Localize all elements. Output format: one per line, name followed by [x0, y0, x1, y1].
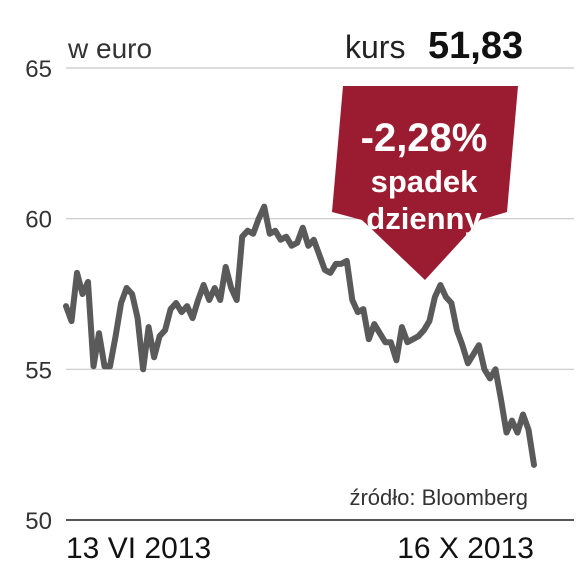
x-start-label: 13 VI 2013 — [66, 532, 211, 565]
grid-lines — [66, 67, 574, 521]
current-price-label: kurs — [345, 29, 405, 65]
y-tick-label-65: 65 — [25, 56, 52, 83]
badge-line-1: spadek — [371, 164, 479, 199]
y-tick-label-60: 60 — [25, 207, 52, 234]
down-arrow-badge-shape — [332, 86, 518, 280]
daily-drop-badge: -2,28% spadek dzienny — [332, 86, 518, 280]
unit-label: w euro — [67, 33, 152, 64]
y-tick-label-55: 55 — [25, 357, 52, 384]
badge-change-percent: -2,28% — [361, 116, 488, 160]
source-note: źródło: Bloomberg — [349, 485, 528, 510]
badge-line-2: dzienny — [366, 201, 482, 236]
current-price-readout: kurs 51,83 — [345, 25, 523, 67]
y-axis-ticks: 50 55 60 65 — [25, 56, 52, 535]
current-price-value: 51,83 — [428, 25, 523, 67]
price-series-line — [63, 203, 537, 468]
x-end-label: 16 X 2013 — [397, 532, 534, 565]
y-tick-label-50: 50 — [25, 508, 52, 535]
